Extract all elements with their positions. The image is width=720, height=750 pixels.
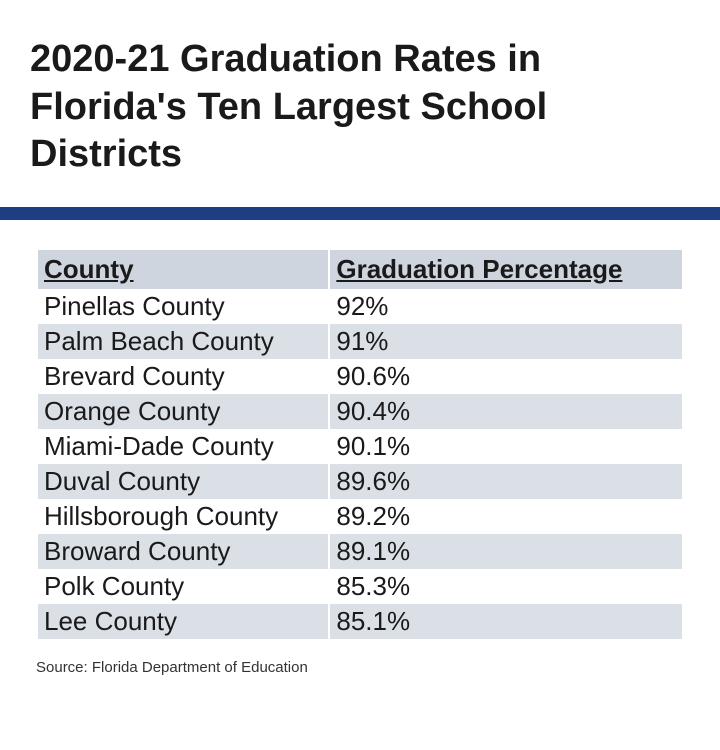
cell-county: Pinellas County	[38, 289, 328, 324]
col-header-county: County	[38, 250, 328, 289]
cell-percentage: 90.1%	[330, 429, 682, 464]
table-row: Broward County 89.1%	[38, 534, 682, 569]
cell-percentage: 85.1%	[330, 604, 682, 639]
table-row: Pinellas County 92%	[38, 289, 682, 324]
cell-county: Orange County	[38, 394, 328, 429]
cell-percentage: 90.6%	[330, 359, 682, 394]
table-head: County Graduation Percentage	[38, 250, 682, 289]
table-row: Palm Beach County 91%	[38, 324, 682, 359]
table-row: Duval County 89.6%	[38, 464, 682, 499]
cell-county: Lee County	[38, 604, 328, 639]
table-row: Lee County 85.1%	[38, 604, 682, 639]
source-text: Source: Florida Department of Education	[0, 639, 720, 676]
cell-county: Broward County	[38, 534, 328, 569]
cell-county: Hillsborough County	[38, 499, 328, 534]
table-header-row: County Graduation Percentage	[38, 250, 682, 289]
cell-county: Miami-Dade County	[38, 429, 328, 464]
cell-percentage: 89.6%	[330, 464, 682, 499]
table-wrapper: County Graduation Percentage Pinellas Co…	[0, 220, 720, 639]
table-body: Pinellas County 92% Palm Beach County 91…	[38, 289, 682, 639]
cell-percentage: 89.1%	[330, 534, 682, 569]
cell-percentage: 90.4%	[330, 394, 682, 429]
table-row: Polk County 85.3%	[38, 569, 682, 604]
cell-percentage: 91%	[330, 324, 682, 359]
cell-county: Brevard County	[38, 359, 328, 394]
cell-county: Duval County	[38, 464, 328, 499]
page-container: 2020-21 Graduation Rates in Florida's Te…	[0, 0, 720, 750]
table-row: Miami-Dade County 90.1%	[38, 429, 682, 464]
cell-county: Polk County	[38, 569, 328, 604]
table-row: Hillsborough County 89.2%	[38, 499, 682, 534]
cell-county: Palm Beach County	[38, 324, 328, 359]
col-header-percentage: Graduation Percentage	[330, 250, 682, 289]
table-row: Brevard County 90.6%	[38, 359, 682, 394]
divider-bar	[0, 207, 720, 220]
cell-percentage: 85.3%	[330, 569, 682, 604]
table-row: Orange County 90.4%	[38, 394, 682, 429]
cell-percentage: 89.2%	[330, 499, 682, 534]
cell-percentage: 92%	[330, 289, 682, 324]
data-table: County Graduation Percentage Pinellas Co…	[36, 250, 684, 639]
page-title: 2020-21 Graduation Rates in Florida's Te…	[0, 0, 720, 207]
